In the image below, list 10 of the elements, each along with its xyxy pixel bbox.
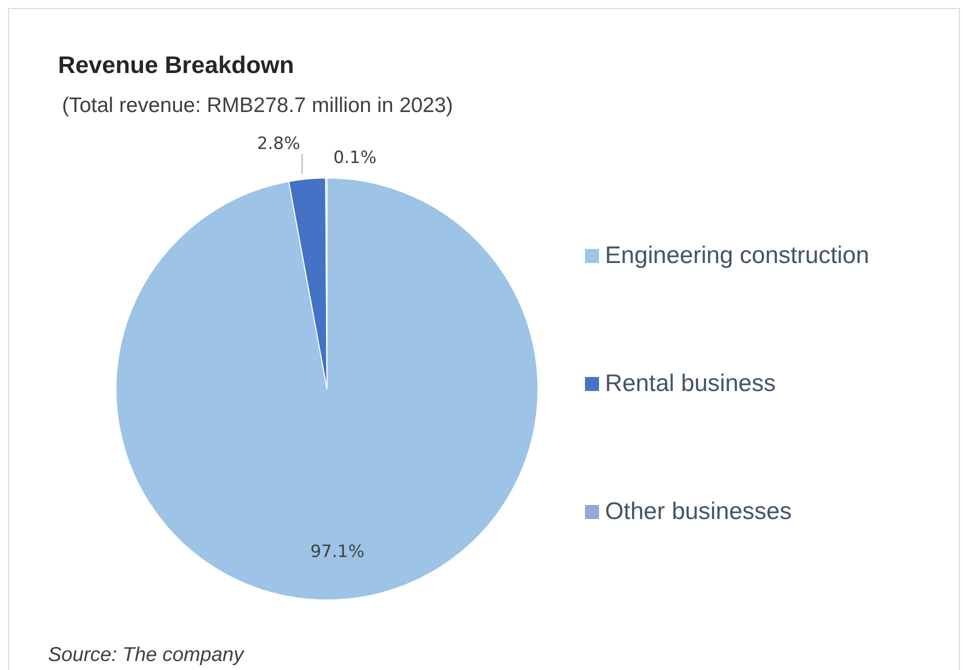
- pie-slice: [116, 178, 538, 600]
- legend-label: Other businesses: [605, 498, 792, 526]
- legend-label: Rental business: [605, 370, 776, 398]
- data-label: 0.1%: [333, 148, 377, 168]
- data-label: 97.1%: [310, 542, 364, 562]
- chart-subtitle: (Total revenue: RMB278.7 million in 2023): [62, 94, 454, 118]
- data-label: 2.8%: [256, 134, 300, 154]
- chart-title: Revenue Breakdown: [58, 52, 294, 80]
- source-note: Source: The company: [48, 644, 244, 667]
- legend-label: Engineering construction: [605, 242, 870, 270]
